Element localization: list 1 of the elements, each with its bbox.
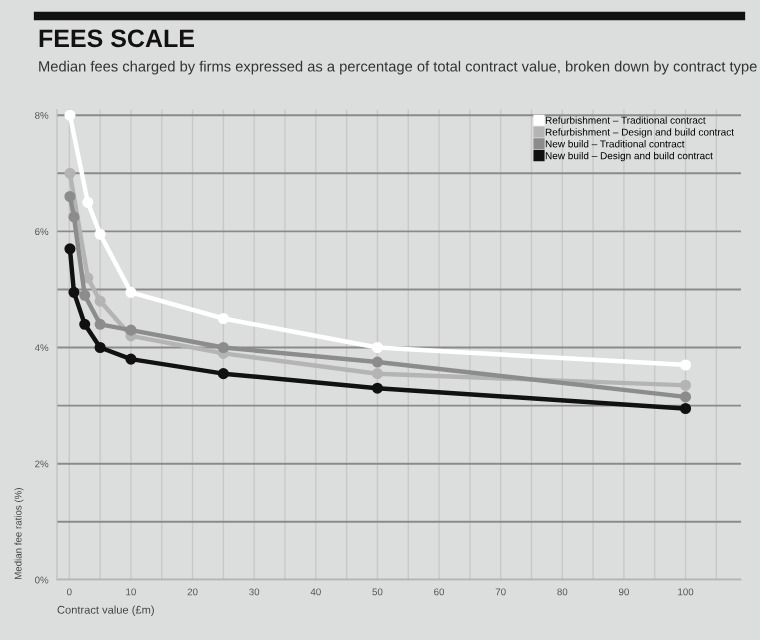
chart-title: FEES SCALE [39,29,194,48]
